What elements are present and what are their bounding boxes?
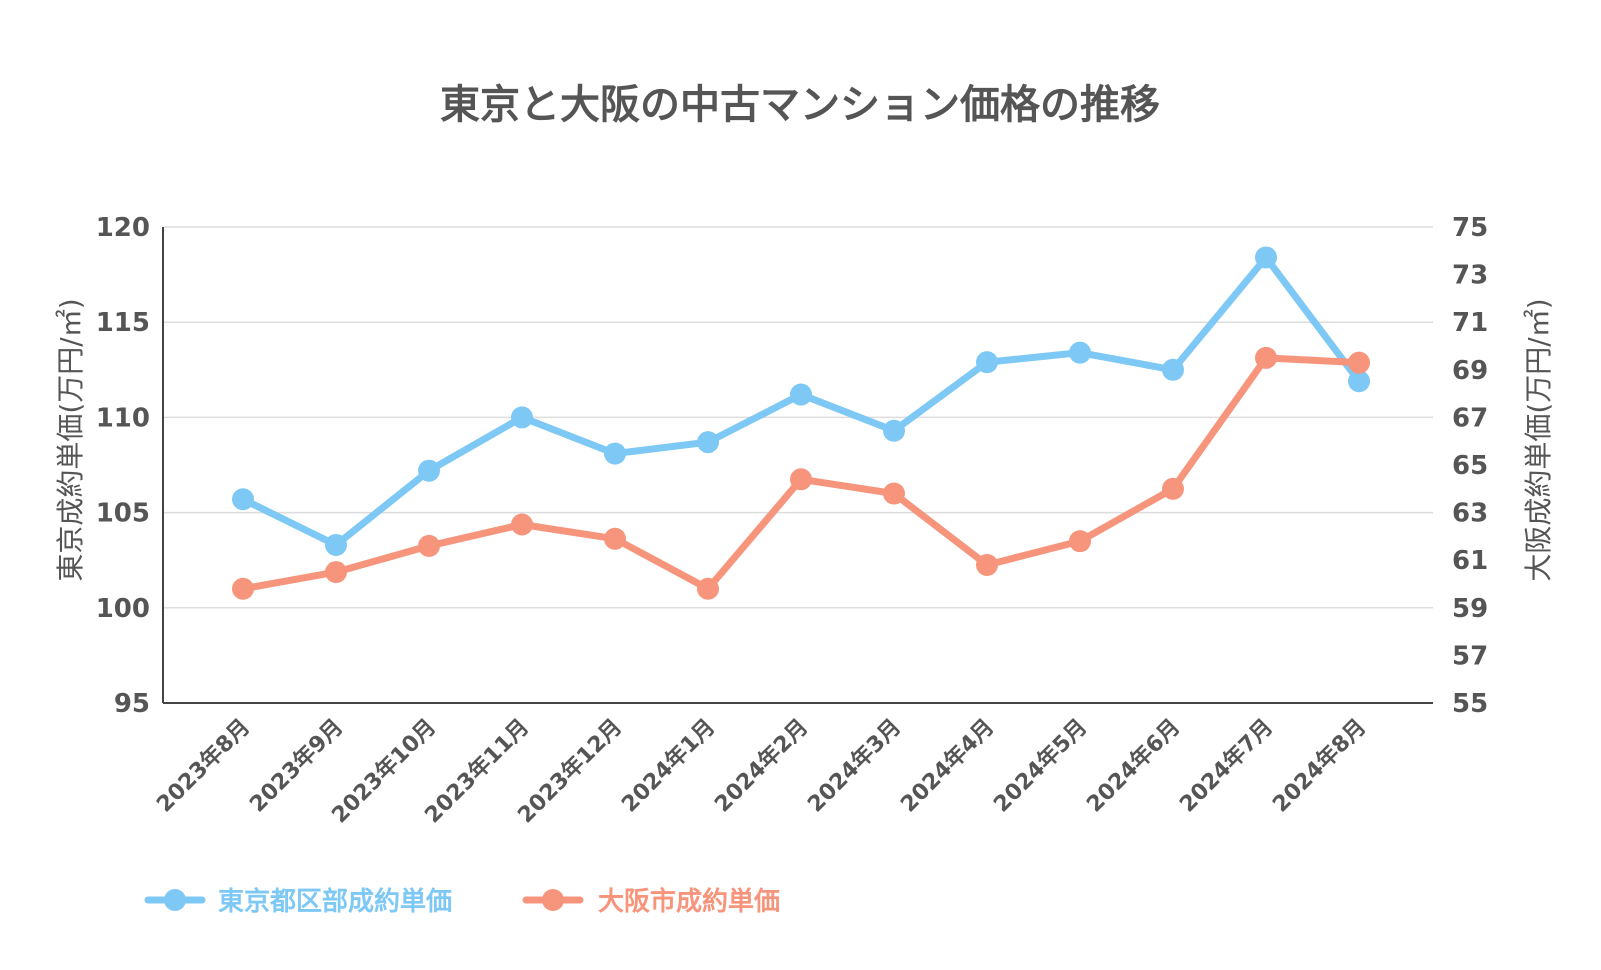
data-point[interactable] — [790, 468, 812, 491]
legend-swatch-marker — [164, 889, 186, 911]
chart-title: 東京と大阪の中古マンション価格の推移 — [440, 82, 1160, 128]
data-point[interactable] — [325, 561, 347, 584]
x-axis-ticks: 2023年8月2023年9月2023年10月2023年11月2023年12月20… — [152, 714, 1372, 828]
data-point[interactable] — [1348, 370, 1370, 393]
data-point[interactable] — [1162, 477, 1184, 500]
left-tick-label: 110 — [96, 403, 150, 433]
x-tick-label: 2023年9月 — [245, 714, 349, 818]
data-point[interactable] — [1255, 346, 1277, 369]
x-tick-label: 2024年5月 — [989, 714, 1093, 818]
left-tick-label: 105 — [96, 499, 150, 529]
left-tick-label: 100 — [96, 594, 150, 624]
x-tick-label: 2024年6月 — [1082, 714, 1186, 818]
legend-label: 東京都区部成約単価 — [218, 886, 452, 917]
right-tick-label: 67 — [1452, 403, 1488, 433]
axes — [162, 227, 1433, 704]
right-tick-label: 75 — [1452, 213, 1488, 243]
right-tick-label: 71 — [1452, 308, 1488, 338]
series-1 — [232, 246, 1370, 556]
left-tick-label: 95 — [114, 689, 150, 719]
data-point[interactable] — [883, 419, 905, 442]
right-tick-label: 69 — [1452, 356, 1488, 386]
right-tick-label: 63 — [1452, 499, 1488, 529]
right-tick-label: 57 — [1452, 641, 1488, 671]
x-tick-label: 2024年4月 — [896, 714, 1000, 818]
right-tick-label: 55 — [1452, 689, 1488, 719]
x-tick-label: 2023年8月 — [152, 714, 256, 818]
data-point[interactable] — [1069, 530, 1091, 553]
legend-swatch-marker — [542, 889, 564, 911]
right-tick-label: 61 — [1452, 546, 1488, 576]
x-tick-label: 2024年7月 — [1175, 714, 1279, 818]
data-point[interactable] — [790, 383, 812, 406]
data-point[interactable] — [511, 513, 533, 536]
data-point[interactable] — [697, 577, 719, 600]
legend-item[interactable]: 大阪市成約単価 — [522, 886, 780, 917]
data-point[interactable] — [604, 527, 626, 550]
data-point[interactable] — [232, 577, 254, 600]
series-2 — [232, 346, 1370, 600]
data-point[interactable] — [976, 553, 998, 576]
data-point[interactable] — [976, 351, 998, 374]
right-axis-title: 大阪成約単価(万円/㎡) — [1522, 298, 1555, 581]
data-point[interactable] — [1348, 351, 1370, 374]
data-point[interactable] — [604, 442, 626, 465]
legend-item[interactable]: 東京都区部成約単価 — [144, 886, 452, 917]
data-point[interactable] — [418, 459, 440, 482]
left-tick-label: 115 — [96, 308, 150, 338]
data-point[interactable] — [1069, 341, 1091, 364]
legend-label: 大阪市成約単価 — [598, 886, 780, 917]
legend[interactable]: 東京都区部成約単価 大阪市成約単価 — [144, 886, 780, 917]
data-point[interactable] — [325, 533, 347, 556]
data-point[interactable] — [418, 534, 440, 557]
data-point[interactable] — [1162, 358, 1184, 381]
left-axis-title: 東京成約単価(万円/㎡) — [54, 298, 87, 581]
data-point[interactable] — [511, 406, 533, 429]
data-point[interactable] — [883, 482, 905, 505]
data-point[interactable] — [232, 488, 254, 511]
x-tick-label: 2024年3月 — [803, 714, 907, 818]
x-tick-label: 2024年1月 — [617, 714, 721, 818]
data-point[interactable] — [697, 431, 719, 454]
x-tick-label: 2024年2月 — [710, 714, 814, 818]
data-point[interactable] — [1255, 246, 1277, 269]
left-tick-label: 120 — [96, 213, 150, 243]
series — [232, 246, 1370, 600]
right-tick-label: 59 — [1452, 594, 1488, 624]
right-tick-label: 73 — [1452, 261, 1488, 291]
x-tick-label: 2024年8月 — [1268, 714, 1372, 818]
right-axis-ticks: 55 57 59 61 63 65 67 69 71 73 75 — [1452, 213, 1488, 719]
right-tick-label: 65 — [1452, 451, 1488, 481]
left-axis-ticks: 95 100 105 110 115 120 — [96, 213, 150, 719]
